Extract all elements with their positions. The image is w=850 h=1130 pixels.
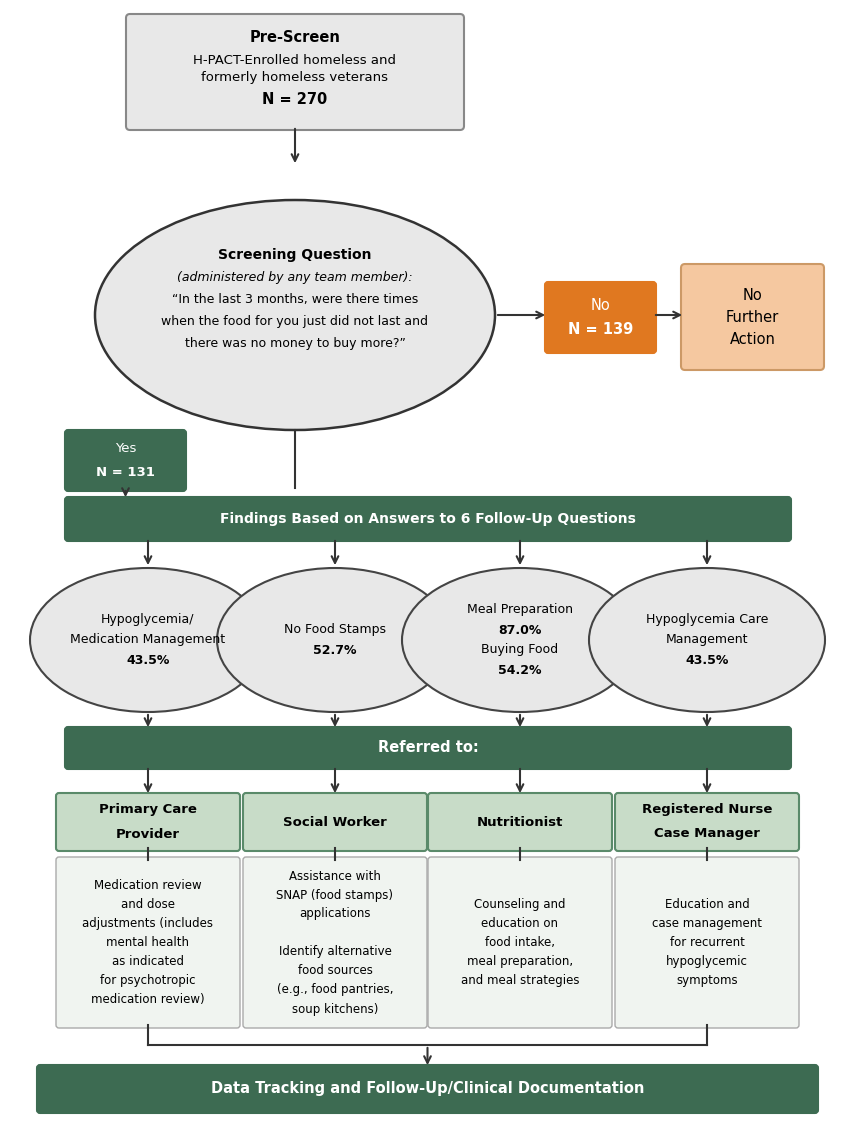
Text: Registered Nurse: Registered Nurse [642,803,772,817]
Text: (administered by any team member):: (administered by any team member): [177,270,413,284]
FancyBboxPatch shape [56,857,240,1028]
Text: 54.2%: 54.2% [498,663,541,677]
Text: No: No [743,288,762,304]
Text: 43.5%: 43.5% [685,653,728,667]
FancyBboxPatch shape [243,793,427,851]
FancyBboxPatch shape [56,793,240,851]
Text: Management: Management [666,634,748,646]
Text: No: No [591,298,610,313]
Ellipse shape [589,568,825,712]
Text: and dose: and dose [121,898,175,911]
FancyBboxPatch shape [545,282,656,353]
Text: Pre-Screen: Pre-Screen [250,31,341,45]
Text: Education and: Education and [665,898,750,911]
Text: Yes: Yes [115,442,136,455]
Text: Provider: Provider [116,827,180,841]
Text: there was no money to buy more?”: there was no money to buy more?” [184,337,405,349]
Text: No Food Stamps: No Food Stamps [284,624,386,636]
Text: 52.7%: 52.7% [314,643,357,657]
Text: Medication Management: Medication Management [71,634,225,646]
Text: food sources: food sources [298,965,372,977]
Text: Action: Action [729,332,775,348]
Text: meal preparation,: meal preparation, [467,955,573,968]
Ellipse shape [402,568,638,712]
Text: Buying Food: Buying Food [481,643,558,657]
FancyBboxPatch shape [243,857,427,1028]
FancyBboxPatch shape [615,857,799,1028]
Text: applications: applications [299,907,371,921]
FancyBboxPatch shape [37,1064,818,1113]
Text: Case Manager: Case Manager [654,827,760,841]
Text: for psychotropic: for psychotropic [100,974,196,986]
Ellipse shape [217,568,453,712]
Text: soup kitchens): soup kitchens) [292,1002,378,1016]
FancyBboxPatch shape [65,497,791,541]
Text: Hypoglycemia Care: Hypoglycemia Care [646,614,768,626]
Text: N = 131: N = 131 [96,466,155,479]
Text: Counseling and: Counseling and [474,898,566,911]
Text: SNAP (food stamps): SNAP (food stamps) [276,888,394,902]
Text: 43.5%: 43.5% [127,653,170,667]
Text: Identify alternative: Identify alternative [279,946,392,958]
Text: Further: Further [726,311,779,325]
Text: medication review): medication review) [91,993,205,1006]
Text: H-PACT-Enrolled homeless and: H-PACT-Enrolled homeless and [194,53,396,67]
Text: when the food for you just did not last and: when the food for you just did not last … [162,314,428,328]
Text: N = 270: N = 270 [263,93,327,107]
Text: Meal Preparation: Meal Preparation [467,603,573,617]
Text: Social Worker: Social Worker [283,816,387,828]
Text: Primary Care: Primary Care [99,803,197,817]
FancyBboxPatch shape [615,793,799,851]
Text: Nutritionist: Nutritionist [477,816,564,828]
FancyBboxPatch shape [428,793,612,851]
Text: Assistance with: Assistance with [289,869,381,883]
FancyBboxPatch shape [428,857,612,1028]
Text: Screening Question: Screening Question [218,247,371,262]
Text: food intake,: food intake, [485,936,555,949]
Text: Hypoglycemia/: Hypoglycemia/ [101,614,195,626]
Text: hypoglycemic: hypoglycemic [666,955,748,968]
Text: Medication review: Medication review [94,879,201,892]
Text: Data Tracking and Follow-Up/Clinical Documentation: Data Tracking and Follow-Up/Clinical Doc… [211,1081,644,1096]
Text: for recurrent: for recurrent [670,936,745,949]
Text: 87.0%: 87.0% [498,624,541,636]
Text: symptoms: symptoms [677,974,738,986]
Text: Referred to:: Referred to: [377,740,479,756]
Text: adjustments (includes: adjustments (includes [82,918,213,930]
Text: “In the last 3 months, were there times: “In the last 3 months, were there times [172,293,418,305]
Text: formerly homeless veterans: formerly homeless veterans [201,71,388,85]
Text: case management: case management [652,918,762,930]
Text: education on: education on [481,918,558,930]
Text: Findings Based on Answers to 6 Follow-Up Questions: Findings Based on Answers to 6 Follow-Up… [220,512,636,525]
FancyBboxPatch shape [65,727,791,770]
Text: (e.g., food pantries,: (e.g., food pantries, [277,983,394,997]
Text: and meal strategies: and meal strategies [461,974,579,986]
Text: N = 139: N = 139 [568,322,633,337]
FancyBboxPatch shape [681,264,824,370]
Text: as indicated: as indicated [112,955,184,968]
FancyBboxPatch shape [65,431,186,492]
Text: mental health: mental health [106,936,190,949]
Ellipse shape [30,568,266,712]
Ellipse shape [95,200,495,431]
FancyBboxPatch shape [126,14,464,130]
